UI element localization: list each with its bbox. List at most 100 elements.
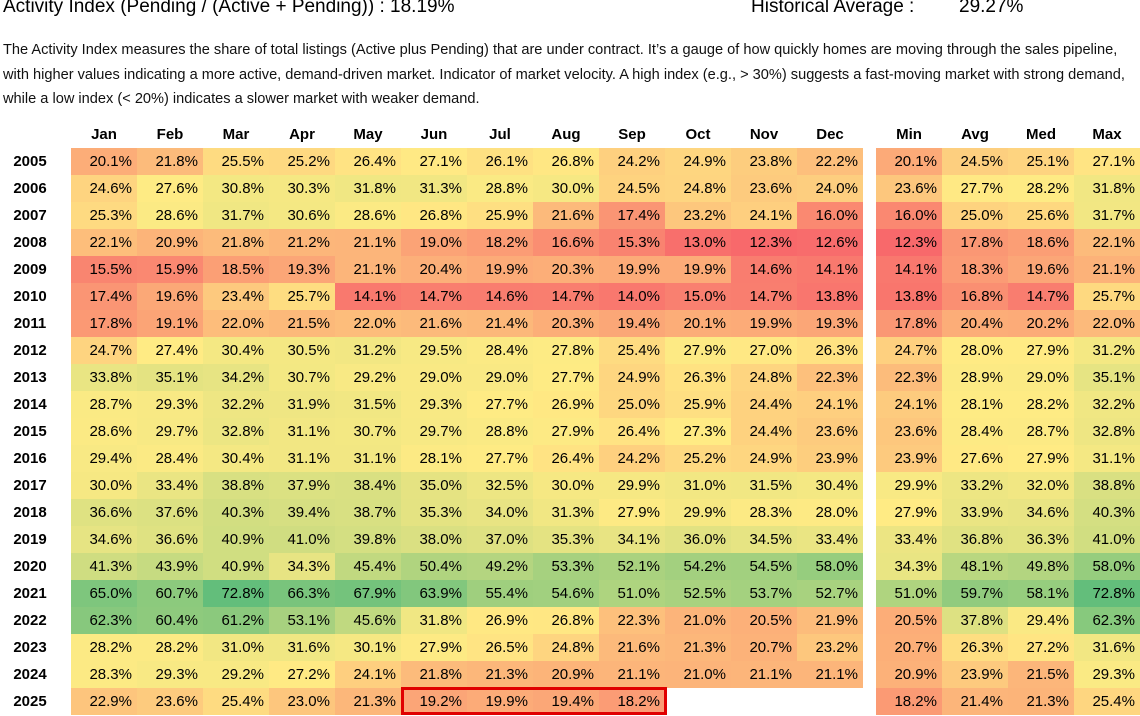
stat-cell-max: 22.1% [1074, 229, 1140, 256]
stat-cell-med: 25.1% [1008, 148, 1074, 175]
heatmap-cell: 54.5% [731, 553, 797, 580]
stat-header-avg: Avg [961, 126, 989, 143]
heatmap-cell: 28.4% [137, 445, 203, 472]
page-title: Activity Index (Pending / (Active + Pend… [3, 0, 455, 17]
heatmap-cell: 22.9% [71, 688, 137, 715]
stat-cell-med: 14.7% [1008, 283, 1074, 310]
heatmap-cell: 24.8% [731, 364, 797, 391]
month-header-jan: Jan [91, 126, 117, 143]
heatmap-cell: 20.3% [533, 256, 599, 283]
heatmap-cell: 28.2% [137, 634, 203, 661]
heatmap-cell: 35.1% [137, 364, 203, 391]
year-label-2010: 2010 [13, 288, 47, 305]
stat-cell-avg: 28.0% [942, 337, 1008, 364]
heatmap-cell: 23.6% [137, 688, 203, 715]
heatmap-cell: 32.2% [203, 391, 269, 418]
heatmap-cell: 41.0% [269, 526, 335, 553]
heatmap-cell: 26.3% [797, 337, 863, 364]
heatmap-cell: 19.9% [467, 688, 533, 715]
heatmap-cell: 20.1% [665, 310, 731, 337]
heatmap-cell: 34.3% [269, 553, 335, 580]
heatmap-cell: 29.5% [401, 337, 467, 364]
heatmap-cell: 21.0% [665, 661, 731, 688]
stat-cell-max: 32.8% [1074, 418, 1140, 445]
heatmap-cell: 72.8% [203, 580, 269, 607]
heatmap-cell: 23.0% [269, 688, 335, 715]
heatmap-cell: 50.4% [401, 553, 467, 580]
heatmap-cell: 28.3% [731, 499, 797, 526]
heatmap-cell: 20.9% [533, 661, 599, 688]
stat-cell-min: 20.9% [876, 661, 942, 688]
stat-cell-avg: 28.4% [942, 418, 1008, 445]
stat-cell-min: 23.9% [876, 445, 942, 472]
heatmap-cell: 24.2% [599, 148, 665, 175]
stat-header-max: Max [1092, 126, 1122, 143]
year-label-2018: 2018 [13, 504, 47, 521]
year-label-2008: 2008 [13, 234, 47, 251]
heatmap-cell: 31.1% [269, 445, 335, 472]
stat-cell-med: 34.6% [1008, 499, 1074, 526]
heatmap-cell: 36.6% [71, 499, 137, 526]
heatmap-cell: 66.3% [269, 580, 335, 607]
heatmap-cell: 24.9% [731, 445, 797, 472]
heatmap-cell: 60.4% [137, 607, 203, 634]
stat-cell-med: 28.2% [1008, 175, 1074, 202]
heatmap-cell: 19.9% [731, 310, 797, 337]
heatmap-cell: 25.0% [599, 391, 665, 418]
heatmap-cell: 22.3% [797, 364, 863, 391]
heatmap-cell: 26.8% [533, 148, 599, 175]
heatmap-cell: 31.6% [269, 634, 335, 661]
stat-cell-max: 25.7% [1074, 283, 1140, 310]
year-label-2022: 2022 [13, 612, 47, 629]
year-label-2013: 2013 [13, 369, 47, 386]
stat-cell-med: 28.2% [1008, 391, 1074, 418]
heatmap-cell: 21.6% [533, 202, 599, 229]
heatmap-cell: 23.9% [797, 445, 863, 472]
stat-cell-max: 38.8% [1074, 472, 1140, 499]
stat-cell-max: 25.4% [1074, 688, 1140, 715]
heatmap-cell: 28.8% [467, 418, 533, 445]
stat-cell-avg: 20.4% [942, 310, 1008, 337]
heatmap-cell: 14.1% [335, 283, 401, 310]
stat-cell-min: 24.1% [876, 391, 942, 418]
heatmap-cell: 15.0% [665, 283, 731, 310]
heatmap-cell: 30.7% [269, 364, 335, 391]
stat-cell-med: 29.4% [1008, 607, 1074, 634]
heatmap-cell: 30.6% [269, 202, 335, 229]
heatmap-cell: 14.6% [731, 256, 797, 283]
heatmap-cell: 31.5% [335, 391, 401, 418]
heatmap-cell: 29.3% [137, 661, 203, 688]
stat-cell-max: 40.3% [1074, 499, 1140, 526]
heatmap-cell: 31.0% [203, 634, 269, 661]
heatmap-cell: 54.6% [533, 580, 599, 607]
heatmap-cell: 21.5% [269, 310, 335, 337]
heatmap-cell: 40.3% [203, 499, 269, 526]
heatmap-cell: 43.9% [137, 553, 203, 580]
stat-cell-med: 29.0% [1008, 364, 1074, 391]
heatmap-cell: 34.5% [731, 526, 797, 553]
heatmap-cell: 19.3% [269, 256, 335, 283]
heatmap-cell: 24.1% [731, 202, 797, 229]
heatmap-cell: 21.8% [137, 148, 203, 175]
heatmap-cell: 63.9% [401, 580, 467, 607]
year-label-2024: 2024 [13, 666, 47, 683]
heatmap-cell: 24.4% [731, 391, 797, 418]
heatmap-cell: 62.3% [71, 607, 137, 634]
heatmap-cell: 19.4% [533, 688, 599, 715]
heatmap-cell: 24.8% [665, 175, 731, 202]
heatmap-cell: 21.2% [269, 229, 335, 256]
stat-cell-med: 20.2% [1008, 310, 1074, 337]
heatmap-cell: 19.1% [137, 310, 203, 337]
heatmap-cell: 31.1% [269, 418, 335, 445]
heatmap-cell: 21.0% [665, 607, 731, 634]
stat-cell-avg: 48.1% [942, 553, 1008, 580]
heatmap-cell: 32.8% [203, 418, 269, 445]
heatmap-cell: 31.7% [203, 202, 269, 229]
heatmap-cell: 21.3% [467, 661, 533, 688]
heatmap-cell: 65.0% [71, 580, 137, 607]
stat-cell-min: 51.0% [876, 580, 942, 607]
heatmap-cell [665, 688, 731, 715]
heatmap-cell: 35.3% [401, 499, 467, 526]
heatmap-cell: 52.7% [797, 580, 863, 607]
heatmap-cell: 29.3% [401, 391, 467, 418]
